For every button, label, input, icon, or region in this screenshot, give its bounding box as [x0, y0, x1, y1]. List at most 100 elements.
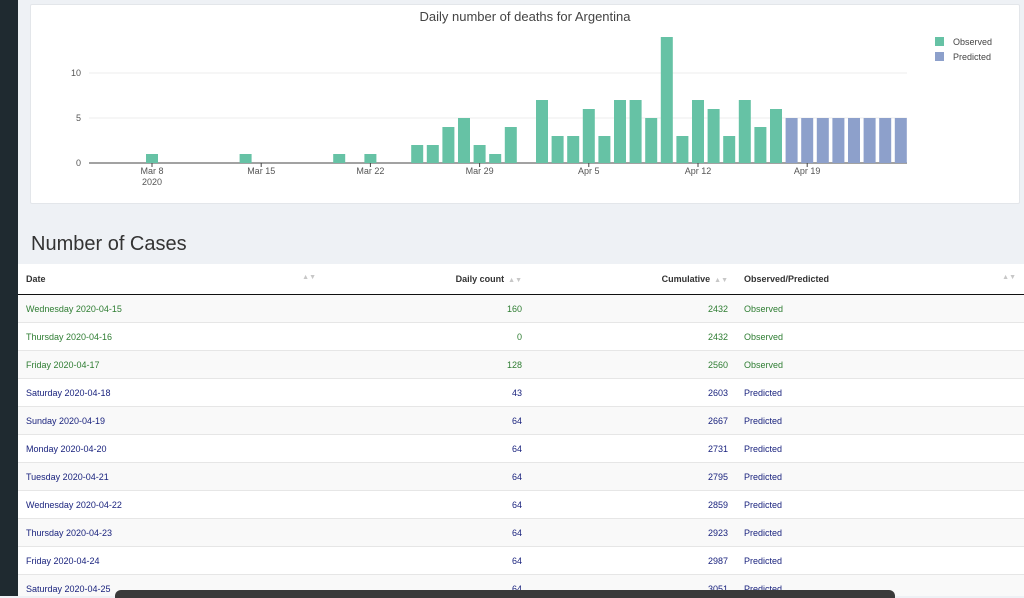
bar-observed[interactable] [411, 145, 424, 163]
table-row[interactable]: Wednesday 2020-04-15 160 2432 Observed [18, 294, 1024, 323]
bar-observed[interactable] [692, 100, 704, 163]
bar-observed[interactable] [333, 154, 346, 163]
cell-daily-count: 64 [324, 546, 530, 575]
cases-heading: Number of Cases [31, 233, 187, 255]
cell-date: Saturday 2020-04-18 [18, 378, 324, 407]
cell-cumulative: 2987 [530, 546, 736, 575]
cell-observed-predicted: Predicted [736, 378, 1024, 407]
bar-observed[interactable] [239, 154, 252, 163]
bar-observed[interactable] [738, 100, 751, 163]
cell-cumulative: 2795 [530, 462, 736, 491]
table-row[interactable]: Friday 2020-04-24 64 2987 Predicted [18, 546, 1024, 575]
cell-date: Friday 2020-04-24 [18, 546, 324, 575]
cell-daily-count: 0 [324, 322, 530, 351]
bar-predicted[interactable] [894, 118, 907, 163]
table-header-row: Date ▲▼ Daily count ▲▼ Cumulative ▲▼ Observ… [18, 264, 1024, 295]
cell-cumulative: 2432 [530, 322, 736, 351]
cell-cumulative: 2560 [530, 350, 736, 379]
legend-swatch-predicted[interactable] [935, 52, 944, 61]
legend-label-observed[interactable]: Observed [953, 37, 992, 47]
table-row[interactable]: Thursday 2020-04-23 64 2923 Predicted [18, 518, 1024, 547]
bar-predicted[interactable] [785, 118, 798, 163]
table-row[interactable]: Saturday 2020-04-18 43 2603 Predicted [18, 378, 1024, 407]
bar-observed[interactable] [770, 109, 782, 163]
sort-icon[interactable]: ▲▼ [714, 277, 728, 284]
column-header-daily-count[interactable]: Daily count ▲▼ [324, 264, 530, 295]
table-row[interactable]: Monday 2020-04-20 64 2731 Predicted [18, 434, 1024, 463]
bar-observed[interactable] [442, 127, 455, 163]
table-row[interactable]: Thursday 2020-04-16 0 2432 Observed [18, 322, 1024, 351]
cell-cumulative: 2432 [530, 294, 736, 323]
bar-observed[interactable] [458, 118, 470, 163]
deaths-bar-chart[interactable]: Daily number of deaths for Argentina 0 5 10… [31, 5, 1019, 203]
bar-observed[interactable] [536, 100, 548, 163]
cell-daily-count: 160 [324, 294, 530, 323]
bar-observed[interactable] [146, 154, 158, 163]
table-row[interactable]: Tuesday 2020-04-21 64 2795 Predicted [18, 462, 1024, 491]
x-tick-label: Mar 8 [140, 166, 163, 176]
cell-date: Sunday 2020-04-19 [18, 406, 324, 435]
bar-predicted[interactable] [801, 118, 814, 163]
column-header-observed-predicted[interactable]: Observed/Predicted ▲▼ [736, 264, 1024, 295]
bar-predicted[interactable] [848, 118, 860, 163]
bar-predicted[interactable] [863, 118, 876, 163]
cell-observed-predicted: Predicted [736, 434, 1024, 463]
bar-observed[interactable] [598, 136, 611, 163]
cell-observed-predicted: Predicted [736, 518, 1024, 547]
x-tick-label: Mar 22 [356, 166, 384, 176]
cell-daily-count: 64 [324, 406, 530, 435]
bar-observed[interactable] [754, 127, 767, 163]
cell-date: Monday 2020-04-20 [18, 434, 324, 463]
bar-observed[interactable] [489, 154, 502, 163]
column-header-date-label: Date [26, 274, 46, 284]
table-row[interactable]: Sunday 2020-04-19 64 2667 Predicted [18, 406, 1024, 435]
bar-observed[interactable] [629, 100, 642, 163]
bar-observed[interactable] [676, 136, 689, 163]
legend-label-predicted[interactable]: Predicted [953, 52, 991, 62]
cell-date: Tuesday 2020-04-21 [18, 462, 324, 491]
x-tick-sublabel: 2020 [142, 177, 162, 187]
cell-observed-predicted: Predicted [736, 406, 1024, 435]
cell-observed-predicted: Observed [736, 350, 1024, 379]
cell-observed-predicted: Observed [736, 294, 1024, 323]
cases-table-container[interactable]: Date ▲▼ Daily count ▲▼ Cumulative ▲▼ Observ… [18, 264, 1024, 596]
cell-date: Thursday 2020-04-16 [18, 322, 324, 351]
cell-observed-predicted: Predicted [736, 546, 1024, 575]
column-header-date[interactable]: Date ▲▼ [18, 264, 324, 295]
bar-observed[interactable] [551, 136, 564, 163]
bar-observed[interactable] [707, 109, 720, 163]
bar-observed[interactable] [426, 145, 439, 163]
sort-icon[interactable]: ▲▼ [1002, 274, 1016, 281]
bar-predicted[interactable] [832, 118, 845, 163]
column-header-cumulative[interactable]: Cumulative ▲▼ [530, 264, 736, 295]
window-bottom-bar [115, 590, 895, 598]
column-header-daily-label: Daily count [455, 274, 505, 284]
y-tick-label: 0 [76, 158, 81, 168]
bar-observed[interactable] [473, 145, 486, 163]
deaths-chart-card: Daily number of deaths for Argentina 0 5 10… [30, 4, 1020, 204]
bar-observed[interactable] [567, 136, 580, 163]
cell-date: Wednesday 2020-04-15 [18, 294, 324, 323]
sort-icon[interactable]: ▲▼ [302, 274, 316, 281]
table-row[interactable]: Wednesday 2020-04-22 64 2859 Predicted [18, 490, 1024, 519]
cell-daily-count: 128 [324, 350, 530, 379]
cell-cumulative: 2859 [530, 490, 736, 519]
table-row[interactable]: Saturday 2020-04-25 64 3051 Predicted [18, 574, 1024, 596]
bar-observed[interactable] [645, 118, 658, 163]
x-tick-label: Mar 15 [247, 166, 275, 176]
bar-observed[interactable] [504, 127, 517, 163]
column-header-status-label: Observed/Predicted [744, 274, 830, 284]
cell-cumulative: 2731 [530, 434, 736, 463]
bar-observed[interactable] [660, 37, 673, 163]
bar-observed[interactable] [723, 136, 736, 163]
legend-swatch-observed[interactable] [935, 37, 944, 46]
sort-icon[interactable]: ▲▼ [508, 277, 522, 284]
bar-observed[interactable] [614, 100, 626, 163]
bar-observed[interactable] [364, 154, 377, 163]
table-row[interactable]: Friday 2020-04-17 128 2560 Observed [18, 350, 1024, 379]
bar-predicted[interactable] [879, 118, 892, 163]
bar-observed[interactable] [582, 109, 595, 163]
cases-table: Date ▲▼ Daily count ▲▼ Cumulative ▲▼ Observ… [18, 264, 1024, 596]
cell-daily-count: 64 [324, 490, 530, 519]
bar-predicted[interactable] [816, 118, 829, 163]
